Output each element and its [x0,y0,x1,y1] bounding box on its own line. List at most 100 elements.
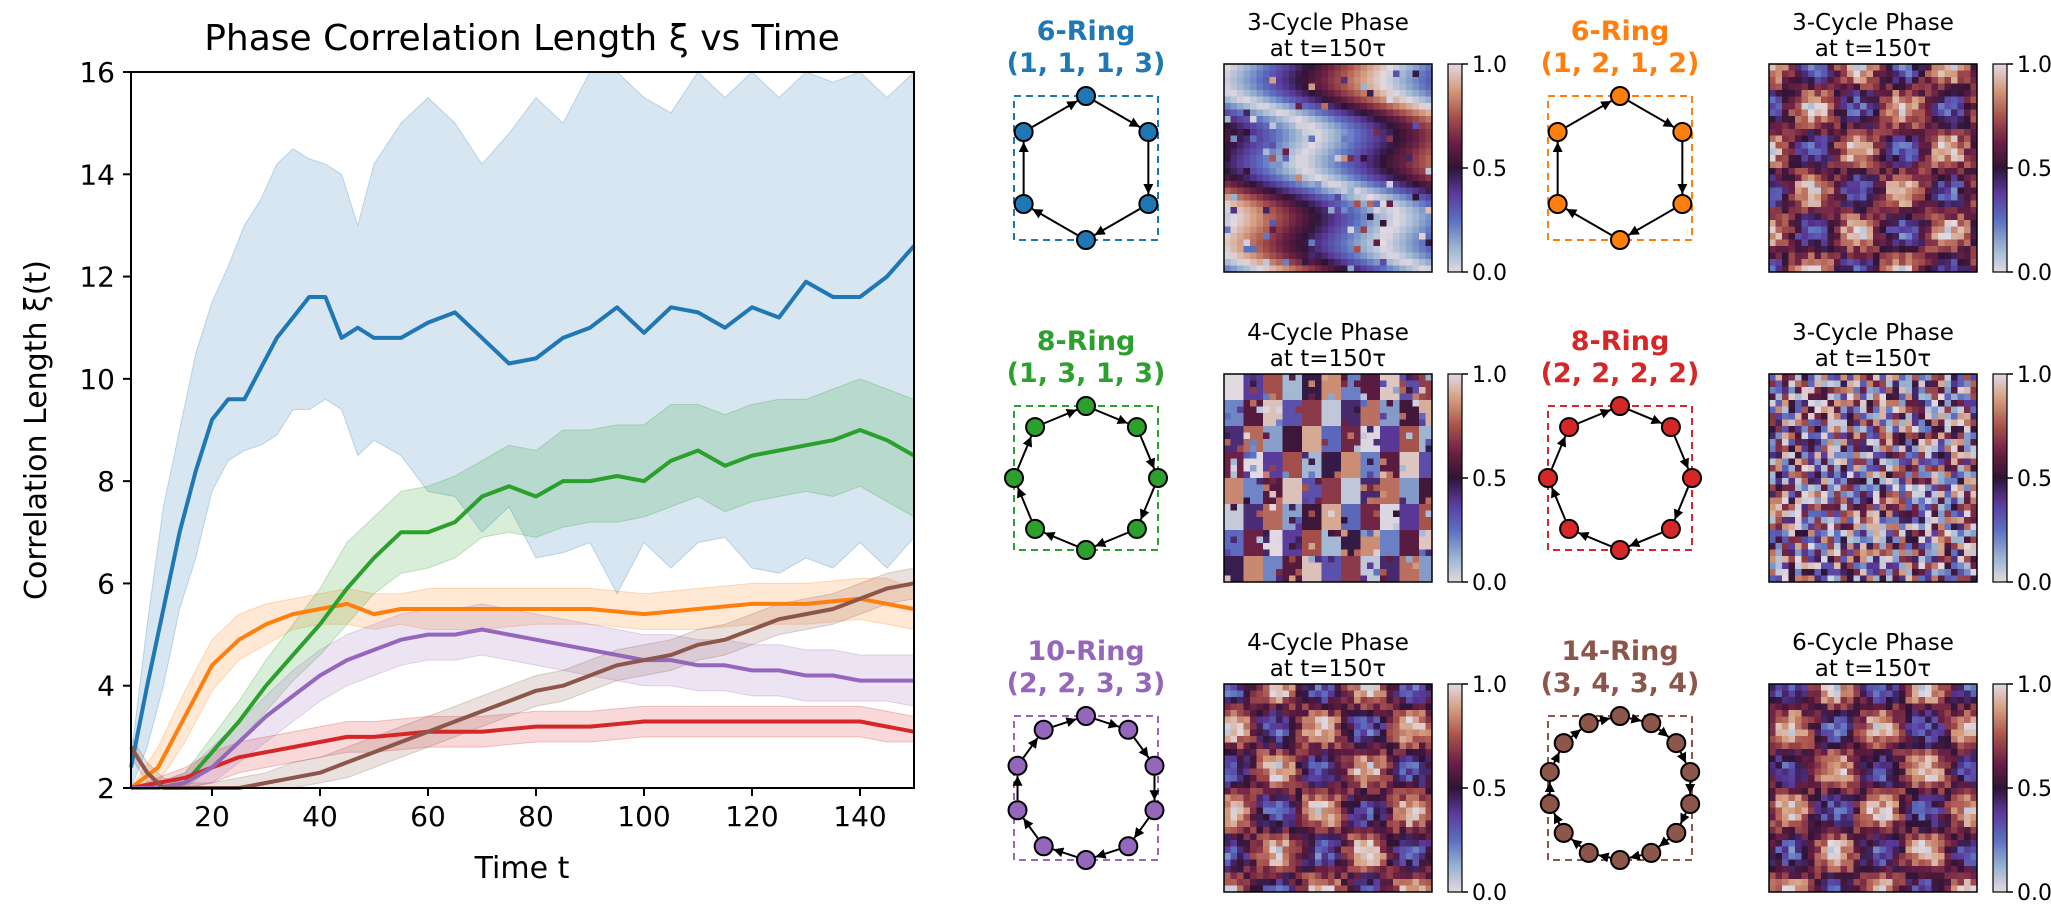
colorbar-tick-label: 0.0 [2017,261,2051,286]
ring-edge-arrowhead [1659,836,1670,847]
chart-title: Phase Correlation Length ξ vs Time [204,18,840,59]
colorbar-tick-label: 0.5 [2017,467,2051,492]
heatmap-frame [1223,63,1433,273]
ring-edge-arrowhead [1571,839,1583,850]
x-tick-label: 20 [194,800,230,833]
ring-edge-arrowhead [1544,781,1555,792]
ring-node [1559,417,1580,438]
ring-node [1547,122,1568,142]
ring-edge-arrowhead [1673,508,1684,520]
ring-name: 10-Ring [1027,636,1144,667]
colorbar [1992,63,2008,273]
ring-edge-arrowhead [1095,537,1107,547]
ring-node [1666,822,1687,843]
ring-edge-arrowhead [1677,751,1687,763]
colorbar-tick-label: 0.0 [1472,881,1507,906]
phase-heatmap [1769,374,1978,583]
ring-edge-arrowhead [1017,487,1027,499]
ring-node [1118,719,1139,740]
heatmap-title: 3-Cycle Phase [1247,10,1409,36]
heatmap-frame [1768,683,1978,893]
ring-node [1672,194,1693,214]
ring-edge-arrowhead [1053,847,1065,858]
heatmap-title: 4-Cycle Phase [1247,630,1409,656]
y-axis-label: Correlation Length ξ(t) [19,260,54,600]
ring-partition: (1, 2, 1, 2) [1541,48,1700,79]
ring-edge-arrowhead [1143,184,1154,194]
ring-node [1004,468,1024,488]
confidence-bands [129,70,915,789]
heatmap-title: 3-Cycle Phase [1792,10,1954,36]
ring-node [1138,122,1159,142]
colorbar-tick-label: 1.0 [1472,673,1507,698]
ring-partition: (2, 2, 3, 3) [1007,668,1166,699]
ring-bounding-box [1013,95,1159,241]
ring-node [1682,468,1702,488]
ring-node [1013,194,1034,214]
heatmap-frame [1223,373,1433,583]
plot-area-frame [130,71,915,789]
ring-node [1559,518,1580,539]
ring-node [1538,468,1558,488]
series-lines [129,244,916,790]
ring-edge-arrowhead [1095,849,1107,859]
ring-node [1610,540,1630,560]
ring-edge-arrowhead [1138,746,1149,758]
ring-edge-arrowhead [1065,717,1077,727]
x-axis-ticks: 20 40 60 80 100 120 140 [194,788,887,833]
x-tick-label: 40 [302,800,338,833]
ring-edge-arrowhead [1022,436,1033,448]
ring-edge-arrowhead [1566,209,1578,219]
ring-node [1076,86,1096,106]
line-chart: Phase Correlation Length ξ vs Time 20 40 6… [19,18,916,886]
ring-bounding-box [1547,95,1693,241]
ring-edge-arrowhead [1012,775,1023,786]
phase-heatmap [1769,64,1978,273]
y-tick-label: 2 [97,772,115,805]
x-tick-label: 80 [518,800,554,833]
colorbar-tick-label: 0.5 [2017,157,2051,182]
ring-node [1076,706,1096,726]
ring-node [1672,122,1693,142]
ring-edge-arrowhead [1032,209,1044,219]
ring-bounding-box [1013,715,1159,861]
ring-node [1025,518,1046,539]
colorbar [1992,373,2008,583]
ring-node [1610,706,1630,726]
heatmap-title: 3-Cycle Phase [1792,320,1954,346]
ring-edge-arrowhead [1598,852,1610,863]
ring-edge-arrowhead [1149,790,1160,801]
phase-heatmap [1224,64,1433,273]
ring-node [1610,230,1630,250]
ring-edge-arrowhead [1044,531,1056,542]
colorbar [1447,63,1463,273]
colorbar-tick-label: 1.0 [2017,363,2051,388]
ring-node [1007,755,1028,776]
colorbar [1992,683,2008,893]
ring-edge-arrowhead [1553,813,1563,825]
ring-node [1076,230,1096,250]
ring-partition: (3, 4, 3, 4) [1541,668,1700,699]
x-tick-label: 140 [833,800,886,833]
colorbar-tick-label: 1.0 [2017,673,2051,698]
ring-node [1138,194,1159,214]
ring-edge-arrowhead [1599,409,1611,419]
ring-node [1126,417,1147,438]
heatmap-frame [1768,373,1978,583]
ring-node [1148,468,1168,488]
ring-edge-arrowhead [1145,457,1155,469]
heatmap-subtitle: at t=150τ [1815,656,1931,682]
colorbar-tick-label: 0.0 [2017,881,2051,906]
colorbar-tick-label: 1.0 [2017,53,2051,78]
ring-edge-arrowhead [1600,101,1612,111]
series-line-4 [131,627,914,790]
ring-edge-arrowhead [1550,752,1560,764]
ring-node [1680,761,1701,782]
ring-edge-arrowhead [1630,713,1642,724]
ring-name: 14-Ring [1561,636,1678,667]
ring-edge-arrowhead [1578,531,1590,542]
ring-node [1610,86,1630,106]
